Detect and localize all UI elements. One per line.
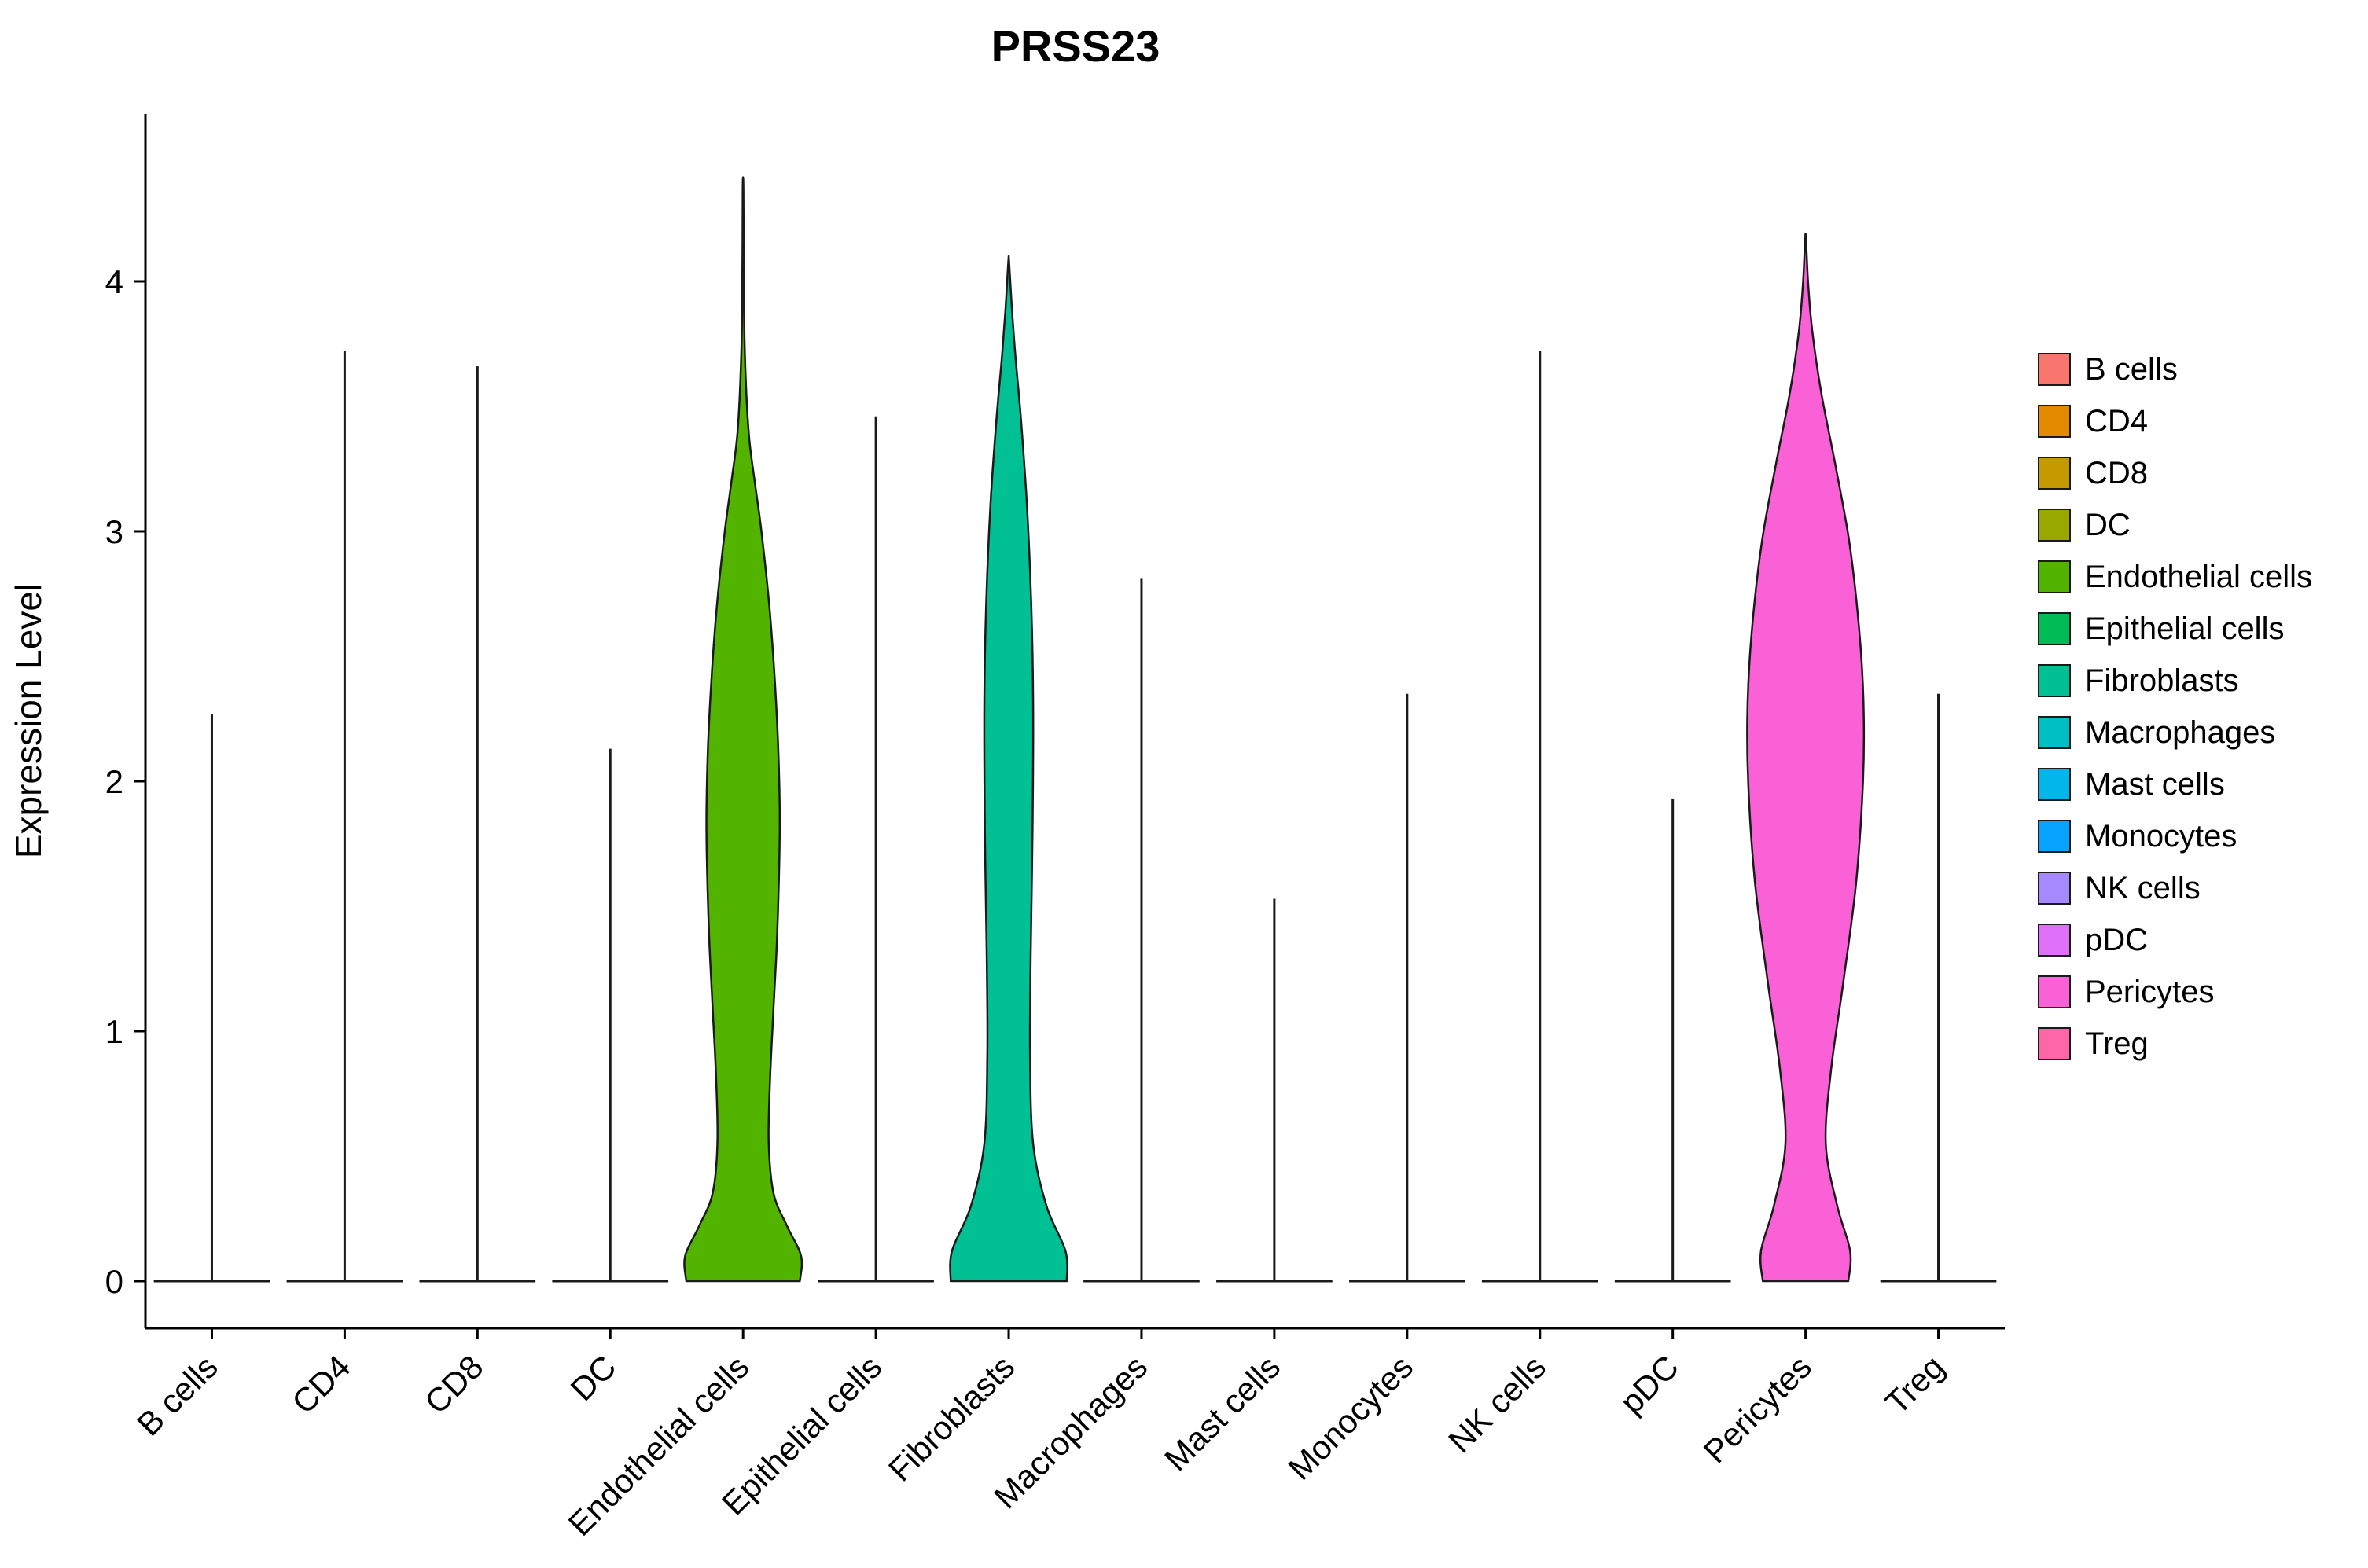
violin-treg [1880,693,1997,1283]
legend-label: Monocytes [2085,818,2237,854]
legend-label: CD4 [2085,403,2149,439]
legend-item: pDC [2038,923,2312,957]
violin-pericytes [1746,232,1866,1283]
x-tick-label: Monocytes [1281,1348,1420,1487]
legend-swatch [2038,872,2071,905]
legend-item: Macrophages [2038,715,2312,750]
violin-mast-cells [1216,898,1333,1283]
x-tick-label: pDC [1612,1348,1686,1421]
legend-swatch [2038,457,2071,490]
x-tick-label: CD4 [285,1348,358,1421]
violin-macrophages [1083,578,1200,1283]
legend-swatch [2038,405,2071,438]
legend-item: Fibroblasts [2038,663,2312,698]
legend-swatch [2038,975,2071,1008]
legend-item: DC [2038,508,2312,542]
x-tick-label: DC [563,1348,623,1408]
legend-label: CD8 [2085,455,2149,490]
y-tick-label: 0 [105,1263,123,1300]
violin-epithelial-cells [818,416,934,1283]
legend-label: B cells [2085,351,2178,387]
violin-nk-cells [1481,351,1598,1283]
axes [134,114,2005,1339]
legend-swatch [2038,716,2071,749]
y-tick-label: 2 [105,763,123,800]
violin-endothelial-cells [683,176,803,1283]
legend-swatch [2038,353,2071,386]
legend-label: NK cells [2085,870,2201,905]
legend-item: B cells [2038,352,2312,387]
legend-label: Epithelial cells [2085,611,2285,646]
legend-label: DC [2085,507,2131,542]
x-tick-label: Fibroblasts [881,1348,1021,1488]
violin-pdc [1614,799,1731,1283]
violins [153,176,1997,1283]
legend-item: Monocytes [2038,819,2312,854]
legend-item: Pericytes [2038,975,2312,1009]
legend-swatch [2038,560,2071,593]
chart-title: PRSS23 [991,21,1160,71]
violin-b-cells [153,714,270,1283]
y-tick-label: 1 [105,1013,123,1050]
legend-swatch [2038,664,2071,697]
violin-fibroblasts [949,255,1068,1283]
x-tick-label: B cells [130,1348,225,1443]
violin-cd8 [419,366,536,1283]
legend-label: Treg [2085,1026,2149,1061]
legend-label: Endothelial cells [2085,559,2313,594]
violin-dc [552,748,669,1283]
legend-swatch [2038,924,2071,957]
x-tick-label: Mast cells [1157,1348,1287,1478]
legend-item: Epithelial cells [2038,611,2312,646]
x-tick-label: NK cells [1441,1348,1553,1460]
y-axis-title: Expression Level [8,583,49,858]
x-tick-label: Treg [1878,1348,1951,1421]
legend-item: NK cells [2038,871,2312,905]
legend-item: Endothelial cells [2038,560,2312,594]
legend-label: Pericytes [2085,974,2215,1009]
legend-item: CD8 [2038,456,2312,490]
x-tick-label: Pericytes [1697,1348,1818,1470]
legend-label: Mast cells [2085,766,2225,802]
x-tick-label: CD8 [417,1348,491,1421]
legend-swatch [2038,768,2071,801]
legend-swatch [2038,612,2071,645]
legend-label: Macrophages [2085,714,2276,750]
violin-monocytes [1348,693,1465,1283]
legend-label: pDC [2085,922,2149,957]
legend-label: Fibroblasts [2085,663,2239,698]
legend-item: Mast cells [2038,767,2312,802]
legend-item: Treg [2038,1026,2312,1061]
legend-item: CD4 [2038,404,2312,439]
y-tick-label: 4 [105,263,123,300]
y-tick-label: 3 [105,513,123,550]
legend-swatch [2038,509,2071,542]
legend-swatch [2038,820,2071,853]
violin-cd4 [286,351,403,1283]
legend: B cells CD4 CD8 DC Endothelial cells Epitheli… [2038,352,2312,1061]
legend-swatch [2038,1027,2071,1060]
